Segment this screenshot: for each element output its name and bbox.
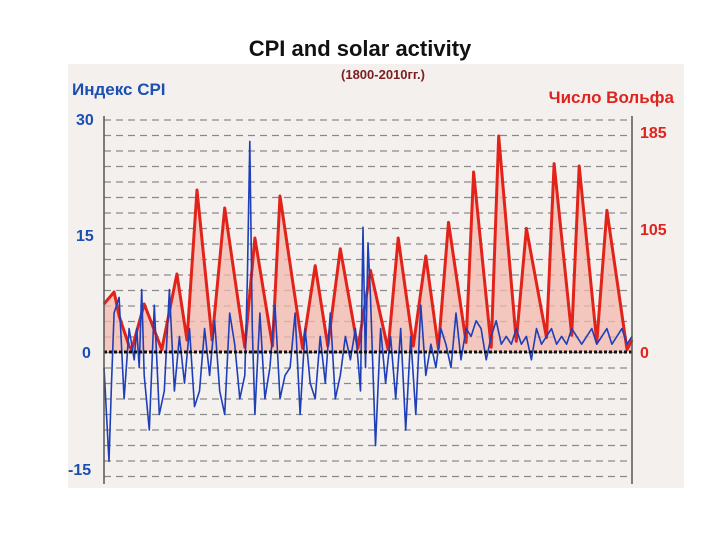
chart-subtitle: (1800-2010гг.) bbox=[341, 67, 425, 82]
y-tick-left-minus15: -15 bbox=[68, 462, 91, 479]
wolf-number-fill-area bbox=[104, 136, 632, 352]
y-tick-right-185: 185 bbox=[640, 125, 667, 142]
y-tick-left-0: 0 bbox=[82, 345, 91, 362]
y-tick-left-15: 15 bbox=[76, 228, 94, 245]
y-tick-right-0: 0 bbox=[640, 345, 649, 362]
slide-title: CPI and solar activity bbox=[248, 36, 472, 61]
y-axis-label-right: Число Вольфа bbox=[548, 88, 674, 107]
chart-canvas: 30 15 0 -15 185 105 0 bbox=[68, 112, 667, 484]
y-tick-left-30: 30 bbox=[76, 112, 94, 129]
y-axis-label-left: Индекс CPI bbox=[72, 80, 166, 99]
y-tick-right-105: 105 bbox=[640, 222, 667, 239]
chart-panel: (1800-2010гг.) Индекс CPI Число Вольфа 3… bbox=[68, 64, 684, 488]
cpi-series-line bbox=[103, 140, 633, 462]
